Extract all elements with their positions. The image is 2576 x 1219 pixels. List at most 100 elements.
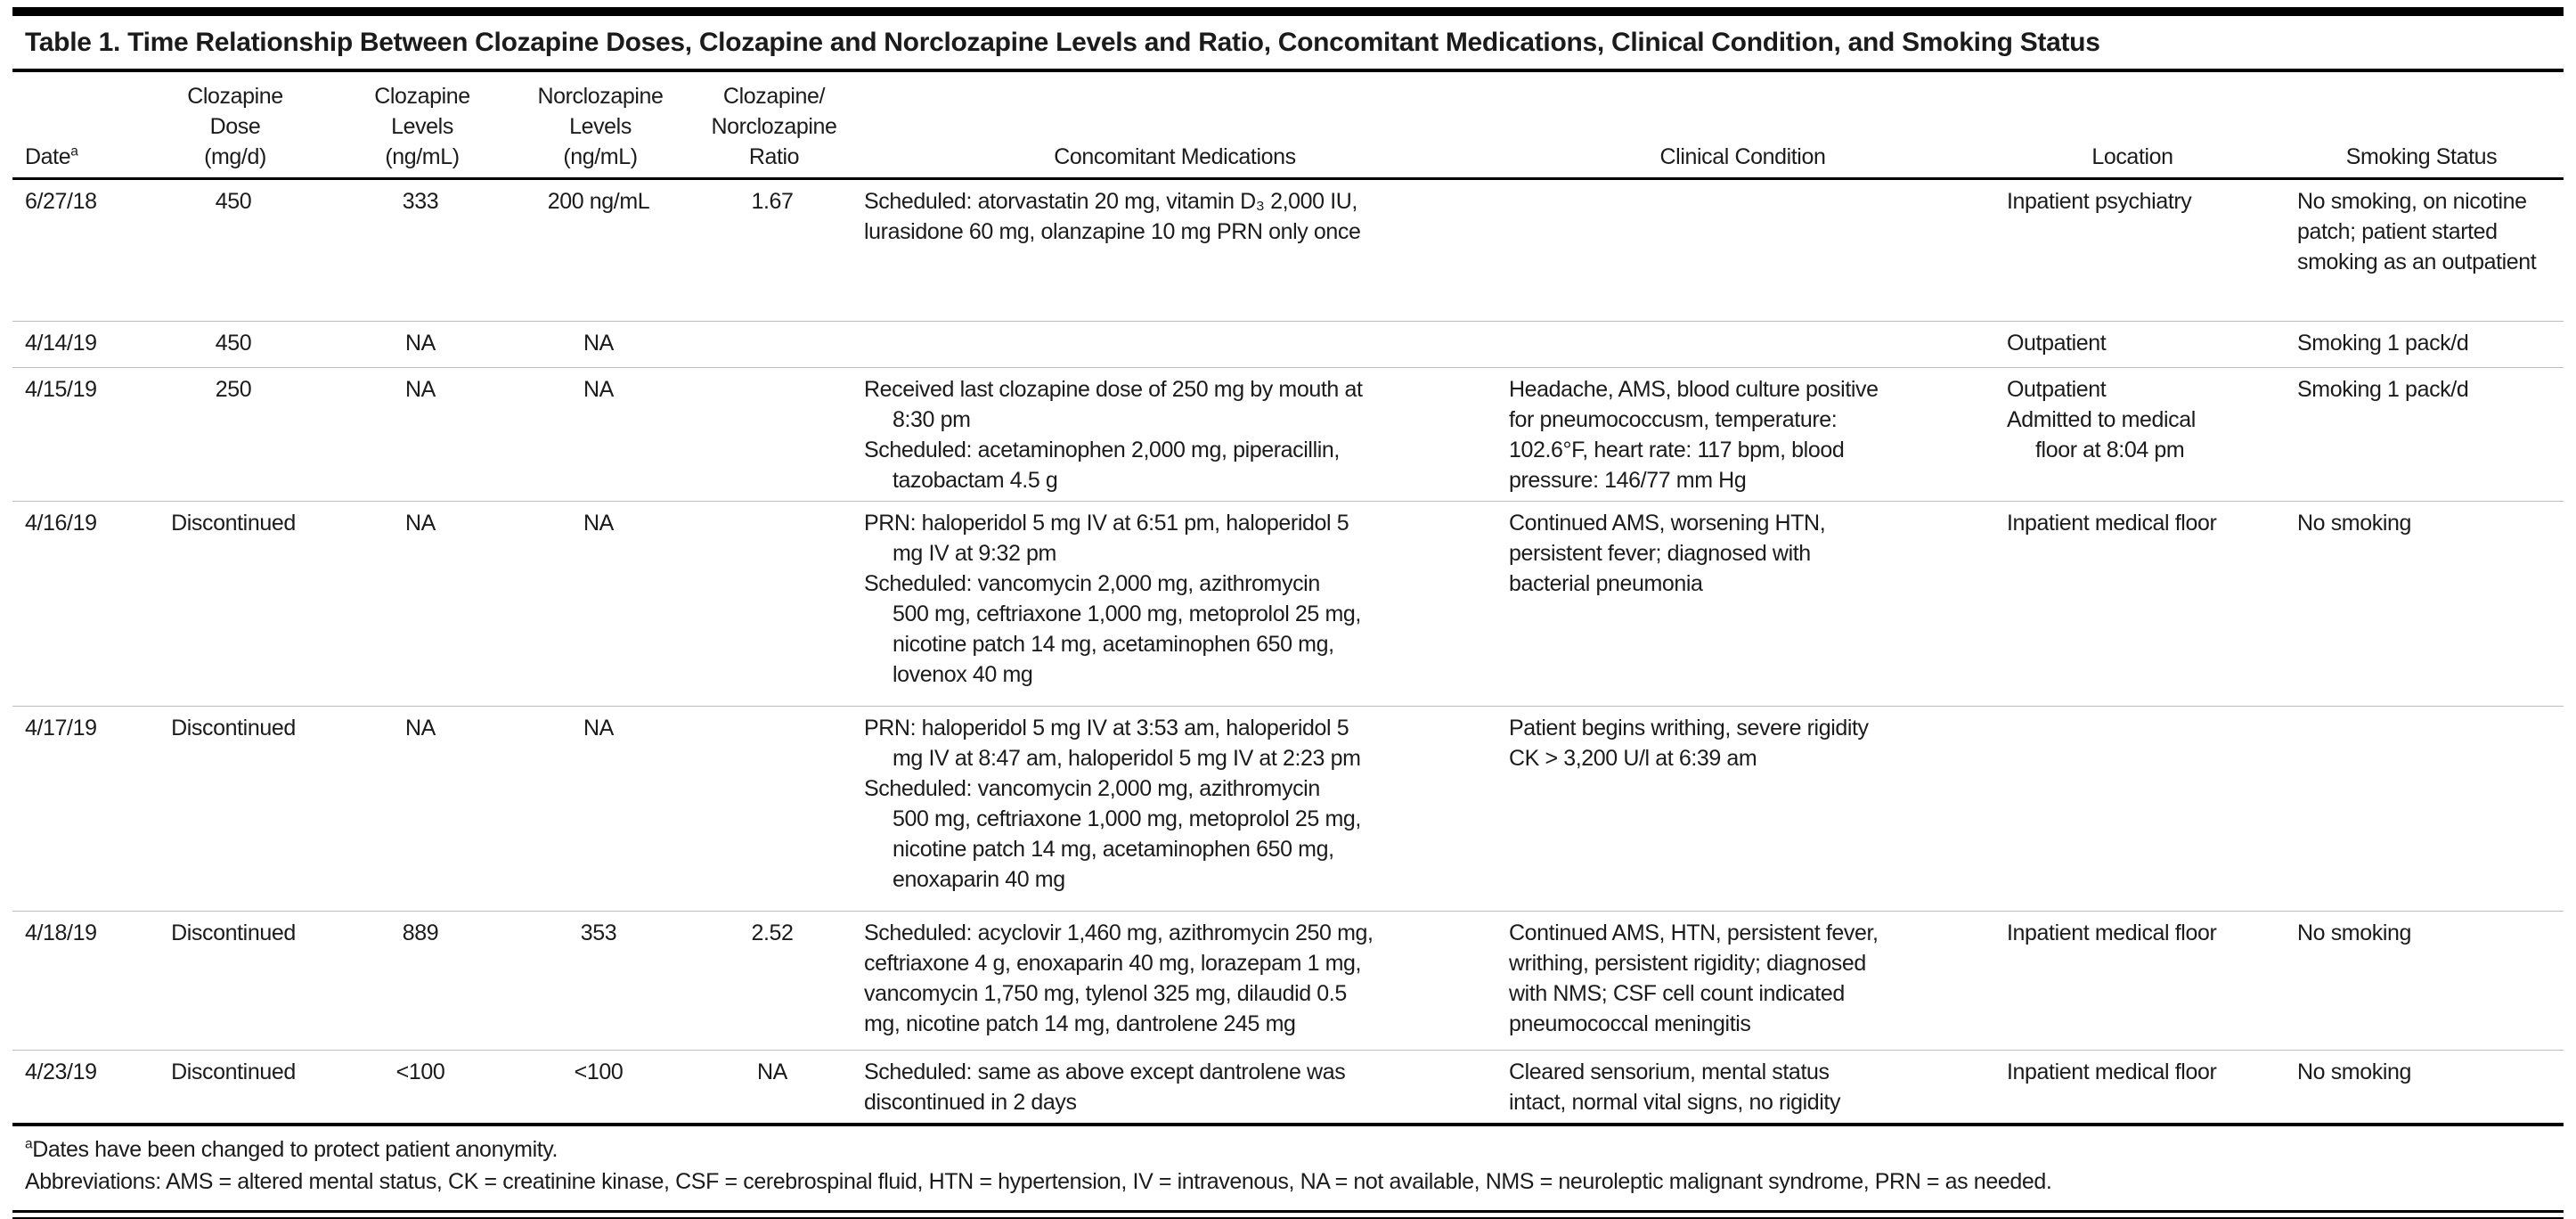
cell-clinical-condition [1500,178,1985,322]
text-line: bacterial pneumonia [1509,571,1703,596]
col-header-ratio: Clozapine/Norclozapine Ratio [698,72,850,180]
cell-clozapine-dose: Discontinued [171,1059,296,1084]
text-line: mg IV at 9:32 pm [893,541,1056,566]
cell-ratio [698,501,850,707]
cell-clinical-condition: Patient begins writhing, severe rigidity… [1500,706,1985,912]
text-line: pressure: 146/77 mm Hg [1509,468,1747,493]
text-line: enoxaparin 40 mg [893,867,1065,892]
col-header-date: Datea [12,72,128,180]
text-line: Received last clozapine dose of 250 mg b… [864,377,1363,402]
text-line: (ng/mL) [563,144,638,169]
col-header-clozapine-dose: Clozapine Dose (mg/d) [128,72,342,180]
text-line: Scheduled: atorvastatin 20 mg, vitamin D… [864,189,1357,214]
footnote-abbreviations: Abbreviations: AMS = altered mental stat… [25,1169,2052,1194]
table-row: 4/17/19 Discontinued NA NA PRN: haloperi… [12,706,2564,912]
cell-date: 4/17/19 [12,706,128,912]
date-footnote-marker: a [70,143,78,160]
cell-date: 4/14/19 [12,321,128,368]
cell-clinical-condition: Headache, AMS, blood culture positive for… [1500,367,1985,502]
text-line: 8:30 pm [893,407,971,432]
cell-norclozapine-level: NA [502,321,698,368]
text-line: Dose [209,114,261,139]
cell-clozapine-level: 333 [342,178,502,322]
text-line: PRN: haloperidol 5 mg IV at 3:53 am, hal… [864,716,1349,740]
table-row: 4/23/19 Discontinued <100 <100 NA Schedu… [12,1051,2564,1124]
bottom-rule [12,1210,2564,1219]
cell-norclozapine-level: 353 [502,911,698,1051]
cell-smoking-status: No smoking, on nicotine patch; patient st… [2279,178,2564,322]
cell-clozapine-level: NA [342,706,502,912]
text-line: ceftriaxone 4 g, enoxaparin 40 mg, loraz… [864,951,1362,976]
cell-location: Inpatient medical floor [1985,501,2279,707]
text-line: (mg/d) [204,144,266,169]
col-header-location: Location [1985,72,2279,180]
cell-smoking-status: No smoking [2279,501,2564,707]
text-line: intact, normal vital signs, no rigidity [1509,1090,1841,1115]
cell-ratio: 1.67 [698,178,850,322]
cell-location [1985,706,2279,912]
cell-norclozapine-level: NA [502,367,698,502]
cell-norclozapine-level: NA [502,501,698,707]
col-header-clozapine-levels: Clozapine Levels (ng/mL) [342,72,502,180]
text-line: No smoking [2297,920,2411,945]
text-line: Cleared sensorium, mental status [1509,1059,1830,1084]
text-line: Patient begins writhing, severe rigidity [1509,716,1869,740]
text-line: Smoking 1 pack/d [2297,331,2469,356]
footnote-anonymity: aDates have been changed to protect pati… [25,1133,2564,1166]
text-line: Scheduled: vancomycin 2,000 mg, azithrom… [864,776,1320,801]
cell-clinical-condition: Cleared sensorium, mental status intact, … [1500,1051,1985,1124]
cell-clozapine-level: NA [342,321,502,368]
text-line: 102.6°F, heart rate: 117 bpm, blood [1509,438,1845,462]
footnotes: aDates have been changed to protect pati… [12,1123,2564,1207]
top-rule [12,7,2564,16]
text-line: CK > 3,200 U/l at 6:39 am [1509,746,1757,771]
clozapine-timeline-table: Datea Clozapine Dose (mg/d) Clozapine Level… [12,72,2564,1123]
table-row: 4/18/19 Discontinued 889 353 2.52 Schedu… [12,911,2564,1051]
text-line: Scheduled: acetaminophen 2,000 mg, piper… [864,438,1340,462]
text-line: patch; patient started [2297,219,2498,244]
text-line: Clozapine [187,84,283,109]
table-row: 4/15/19 250 NA NA Received last clozapin… [12,367,2564,502]
table-header: Datea Clozapine Dose (mg/d) Clozapine Level… [12,72,2564,180]
text-line: for pneumococcusm, temperature: [1509,407,1838,432]
cell-ratio [698,706,850,912]
table-body: 6/27/18 450 333 200 ng/mL 1.67 Scheduled… [12,178,2564,1124]
text-line: Continued AMS, worsening HTN, [1509,511,1826,536]
footnote-marker: a [25,1136,33,1152]
footnote-text: Dates have been changed to protect patie… [32,1137,558,1162]
text-line: 500 mg, ceftriaxone 1,000 mg, metoprolol… [893,806,1361,831]
text-line: Scheduled: same as above except dantrole… [864,1059,1346,1084]
cell-clozapine-dose: Discontinued [128,706,342,912]
text-line: tazobactam 4.5 g [893,468,1058,493]
cell-concomitant-medications: PRN: haloperidol 5 mg IV at 3:53 am, hal… [850,706,1500,912]
text-line: floor at 8:04 pm [2035,438,2185,462]
cell-location: Outpatient [1985,321,2279,368]
text-line: lurasidone 60 mg, olanzapine 10 mg PRN o… [864,219,1361,244]
text-line: Continued AMS, HTN, persistent fever, [1509,920,1879,945]
text-line: Inpatient medical floor [2007,511,2217,536]
cell-ratio: NA [757,1059,787,1084]
cell-clozapine-level: NA [342,367,502,502]
cell-concomitant-medications [850,321,1500,368]
text-line: No smoking [2297,511,2411,536]
cell-smoking-status: No smoking [2279,1051,2564,1124]
cell-concomitant-medications: Scheduled: same as above except dantrole… [850,1051,1500,1124]
cell-norclozapine-level: 200 ng/mL [502,178,698,322]
text-line: Smoking 1 pack/d [2297,377,2469,402]
text-line: No smoking, on nicotine [2297,189,2527,214]
cell-smoking-status [2279,706,2564,912]
date-header-label: Date [25,144,71,169]
cell-clozapine-dose: 450 [128,321,342,368]
text-line: Inpatient medical floor [2007,920,2217,945]
text-line: with NMS; CSF cell count indicated [1509,981,1845,1006]
cell-location: Outpatient Admitted to medical floor at 8:… [1985,367,2279,502]
text-line: Admitted to medical [2007,407,2196,432]
text-line: No smoking [2297,1059,2411,1084]
cell-clozapine-dose: 450 [128,178,342,322]
cell-norclozapine-level: <100 [574,1059,624,1084]
cell-date: 4/18/19 [12,911,128,1051]
col-header-norclozapine-levels: Norclozapine Levels (ng/mL) [502,72,698,180]
cell-concomitant-medications: Scheduled: atorvastatin 20 mg, vitamin D… [850,178,1500,322]
header-row: Datea Clozapine Dose (mg/d) Clozapine Level… [12,72,2564,180]
text-line: lovenox 40 mg [893,662,1033,687]
